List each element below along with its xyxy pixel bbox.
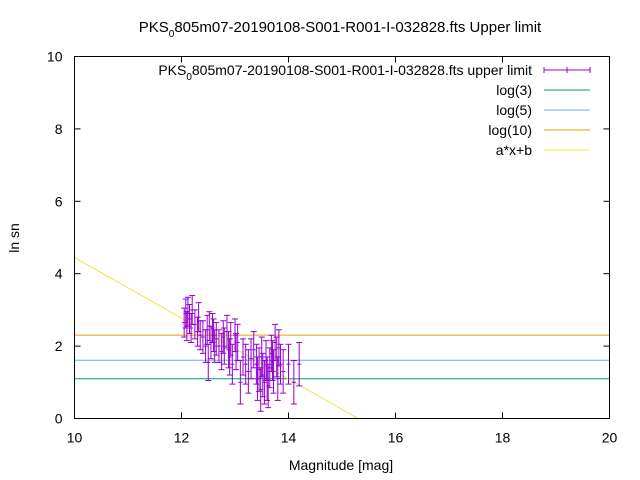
data-point <box>265 363 272 409</box>
plot-frame <box>74 56 610 419</box>
legend-label-log3: log(3) <box>496 82 532 98</box>
data-point <box>188 313 195 343</box>
y-tick-label: 6 <box>55 193 63 209</box>
y-axis-label: ln sn <box>6 223 22 253</box>
data-points <box>181 294 303 412</box>
y-tick-label: 4 <box>55 266 63 282</box>
data-point <box>250 331 257 369</box>
data-point <box>191 309 198 340</box>
x-tick-label: 18 <box>495 430 511 446</box>
legend: PKS0805m07-20190108-S001-R001-I-032828.f… <box>158 62 591 158</box>
data-point <box>242 343 249 385</box>
data-point <box>296 341 303 387</box>
y-tick-label: 10 <box>47 49 63 65</box>
data-point <box>221 327 228 365</box>
data-point <box>253 343 260 385</box>
data-point <box>237 360 244 405</box>
x-tick-label: 16 <box>388 430 404 446</box>
legend-label-log10: log(10) <box>488 122 532 138</box>
data-point <box>240 338 247 376</box>
x-tick-label: 10 <box>67 430 83 446</box>
data-point <box>275 329 282 367</box>
data-point <box>280 349 287 394</box>
data-point <box>270 349 277 394</box>
y-tick-label: 0 <box>55 411 63 427</box>
reference-lines <box>74 256 610 419</box>
legend-label-log5: log(5) <box>496 102 532 118</box>
data-point <box>277 343 284 385</box>
data-point <box>248 338 255 380</box>
data-point <box>245 349 252 394</box>
data-point <box>274 356 281 401</box>
x-tick-label: 14 <box>281 430 297 446</box>
data-point <box>220 320 227 354</box>
data-point <box>229 343 236 385</box>
legend-label-fit: a*x+b <box>496 142 532 158</box>
x-tick-label: 12 <box>174 430 190 446</box>
data-point <box>290 360 297 405</box>
data-point <box>213 322 220 356</box>
y-tick-label: 8 <box>55 121 63 137</box>
data-point <box>204 314 211 345</box>
plot-area <box>74 256 610 419</box>
data-point <box>285 343 292 385</box>
data-point <box>218 332 225 371</box>
data-point <box>215 329 222 363</box>
x-axis-label: Magnitude [mag] <box>289 457 393 473</box>
x-tick-label: 20 <box>602 430 618 446</box>
chart-title: PKS0805m07-20190108-S001-R001-I-032828.f… <box>139 19 542 40</box>
legend-label-points: PKS0805m07-20190108-S001-R001-I-032828.f… <box>158 62 532 83</box>
data-point <box>199 320 206 354</box>
y-tick-label: 2 <box>55 338 63 354</box>
data-point <box>205 343 212 381</box>
